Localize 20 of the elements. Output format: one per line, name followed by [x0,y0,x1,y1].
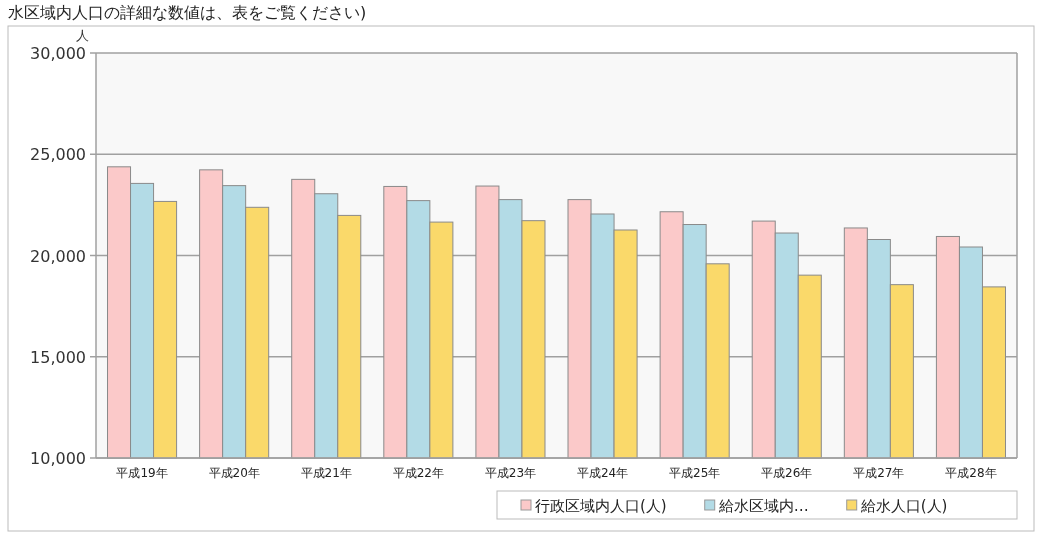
x-tick-label: 平成22年 [392,466,444,480]
x-tick-label: 平成21年 [300,466,352,480]
y-tick-label: 15,000 [30,347,86,367]
legend-label: 行政区域内人口(人) [535,497,667,515]
x-tick-label: 平成20年 [208,466,260,480]
x-tick-label: 平成23年 [484,466,537,480]
x-tick-label: 平成28年 [945,466,997,480]
legend-label: 給水人口(人) [859,497,948,515]
legend-label: 給水区域内… [717,497,809,515]
x-tick-label: 平成27年 [853,466,905,480]
y-tick-label: 30,000 [30,44,86,63]
y-axis-title: 人 [75,28,89,43]
y-tick-label: 20,000 [30,246,86,266]
x-tick-label: 平成19年 [116,466,168,480]
y-tick-label: 25,000 [30,145,86,165]
x-tick-label: 平成24年 [576,466,629,480]
text: 水区域内人口の詳細な数値は、表をご覧ください) [8,3,367,22]
x-tick-label: 平成26年 [761,466,813,480]
y-tick-label: 10,000 [30,449,86,468]
x-tick-label: 平成25年 [669,466,721,480]
